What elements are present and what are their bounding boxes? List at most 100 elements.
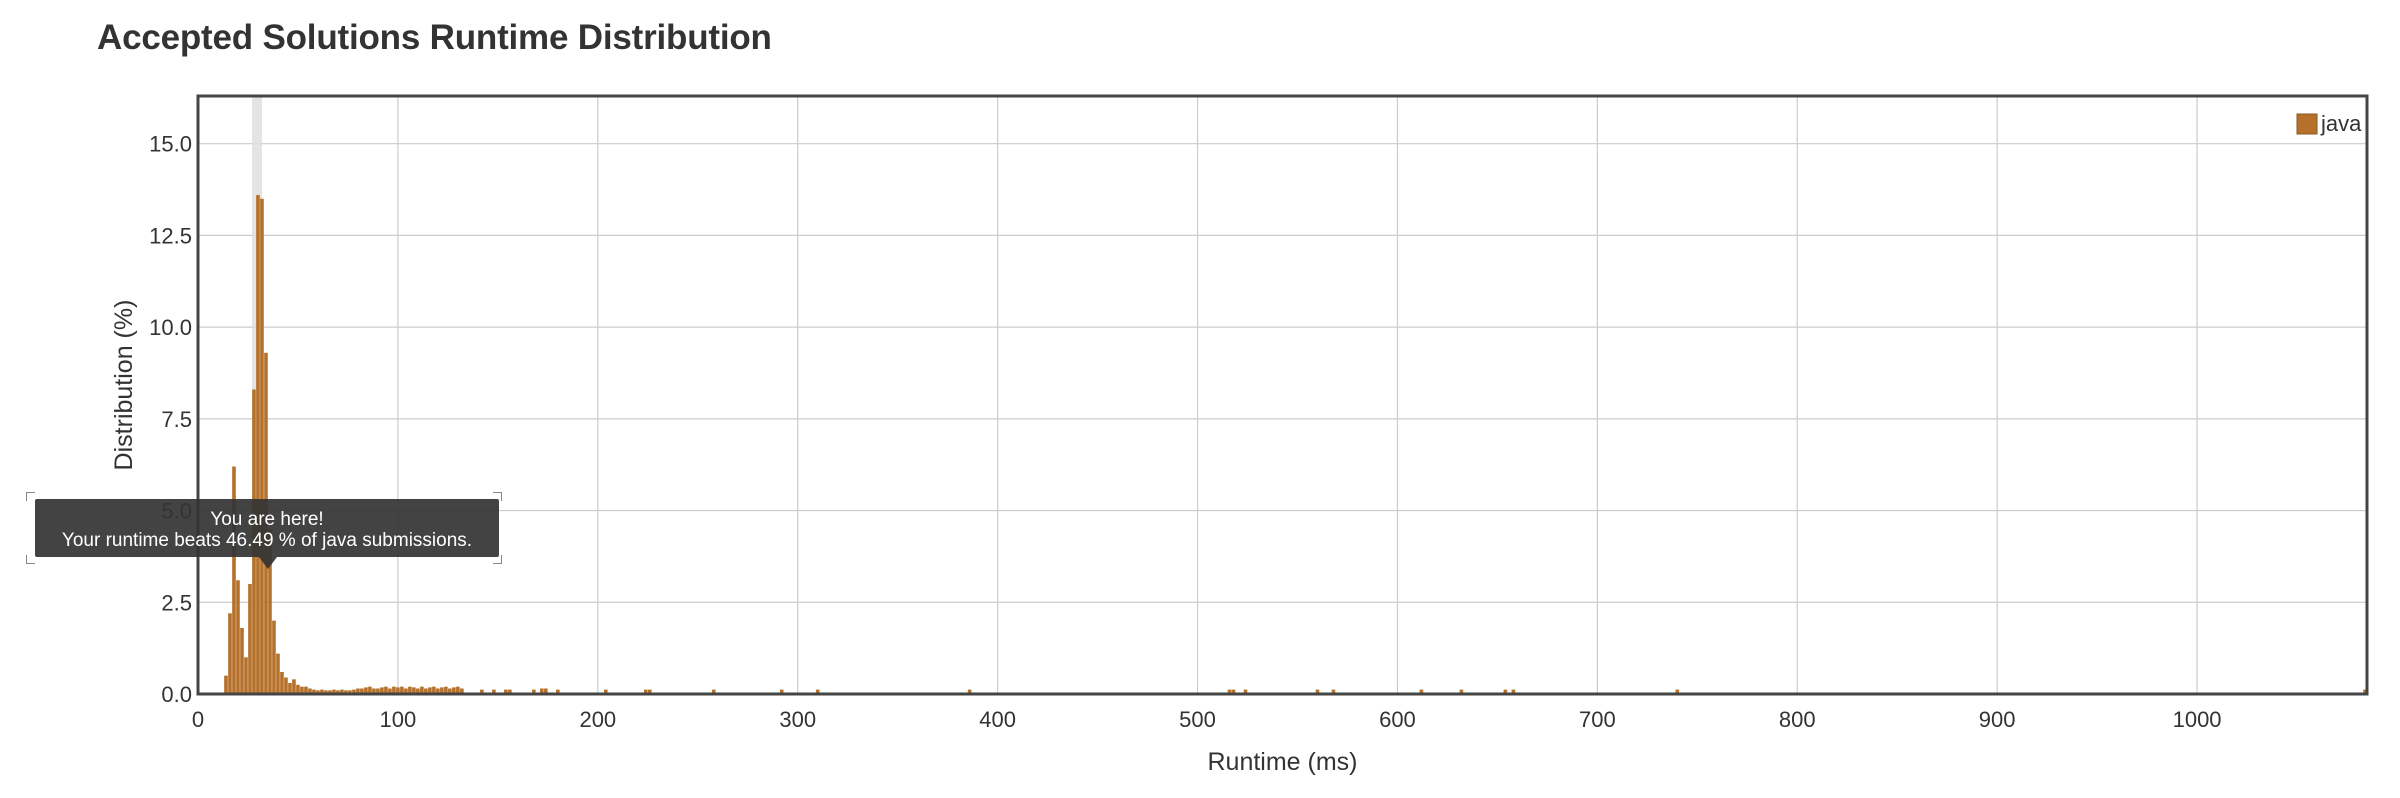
bar [276,653,280,694]
y-tick-label: 2.5 [161,590,192,615]
y-tick-label: 7.5 [161,407,192,432]
bar [452,687,456,694]
runtime-tooltip: You are here! Your runtime beats 46.49 %… [35,499,499,569]
x-tick-label: 0 [192,707,204,732]
tooltip-corner-bl [26,555,35,564]
bar [376,688,380,694]
bar [340,689,344,694]
bar [480,689,484,694]
bar [416,688,420,694]
bar [1503,689,1508,694]
bar [380,687,384,694]
bar [256,195,260,694]
bar [244,657,248,694]
y-tick-label: 12.5 [149,223,192,248]
bar [643,689,648,694]
bar [232,466,236,694]
bar [1231,689,1236,694]
bar [336,690,340,694]
bar [228,613,232,694]
tooltip-line-2: Your runtime beats 46.49 % of java submi… [61,530,473,551]
bar [508,689,512,694]
plot-background [198,96,2367,694]
bar [604,689,608,694]
bar [280,671,284,694]
bar [292,679,296,694]
bar [432,686,436,694]
bar [1331,689,1336,694]
bar [260,198,264,694]
x-axis-title: Runtime (ms) [1207,748,1357,776]
bar [328,690,332,694]
bar [412,687,416,694]
x-tick-label: 500 [1179,707,1216,732]
x-tick-label: 400 [979,707,1016,732]
plot-frame [196,94,2369,696]
bar [1227,689,1232,694]
bar [368,686,372,694]
bar [444,686,448,694]
bar [404,688,408,694]
x-tick-label: 800 [1779,707,1816,732]
bar [2363,689,2367,694]
bar [460,688,464,694]
bar [456,686,460,694]
bar [356,688,360,694]
bar [448,688,452,694]
bar [1315,689,1320,694]
bar [1511,689,1516,694]
bar [544,688,548,694]
bar [556,689,560,694]
bar [272,620,276,694]
bar [424,688,428,694]
bar [815,689,820,694]
bar [504,689,508,694]
bar [312,689,316,694]
bar [360,688,364,694]
bar [384,686,388,694]
x-tick-label: 100 [380,707,417,732]
bar [388,688,392,694]
bar [967,689,972,694]
bar [400,686,404,694]
bar [647,689,652,694]
bar [396,687,400,694]
bar [440,687,444,694]
y-tick-label: 15.0 [149,132,192,157]
legend-label: java [2320,111,2362,136]
bar [392,686,396,694]
y-tick-label: 10.0 [149,315,192,340]
bar [288,682,292,694]
bar [308,688,312,694]
bar [284,677,288,694]
bar [300,686,304,694]
chart-title: Accepted Solutions Runtime Distribution [97,18,772,57]
bar [224,675,228,694]
bar [420,686,424,694]
tooltip-line-1: You are here! [210,509,324,530]
bar [296,684,300,694]
bar [268,528,272,694]
bar [372,688,376,694]
bar [540,688,544,694]
tooltip-corner-br [493,555,502,564]
x-tick-label: 900 [1979,707,2016,732]
tooltip-corner-tr [493,492,502,501]
x-tick-label: 1000 [2173,707,2222,732]
bar [408,686,412,694]
legend-swatch [2296,113,2318,135]
bar [364,687,368,694]
bar [240,627,244,694]
bar [344,690,348,694]
bar [248,583,252,694]
bar [324,690,328,694]
bar [1243,689,1248,694]
bar [352,689,356,694]
bar [1459,689,1464,694]
bar [316,690,320,694]
x-tick-label: 300 [779,707,816,732]
bar [348,690,352,694]
x-tick-label: 200 [579,707,616,732]
bar [304,686,308,694]
